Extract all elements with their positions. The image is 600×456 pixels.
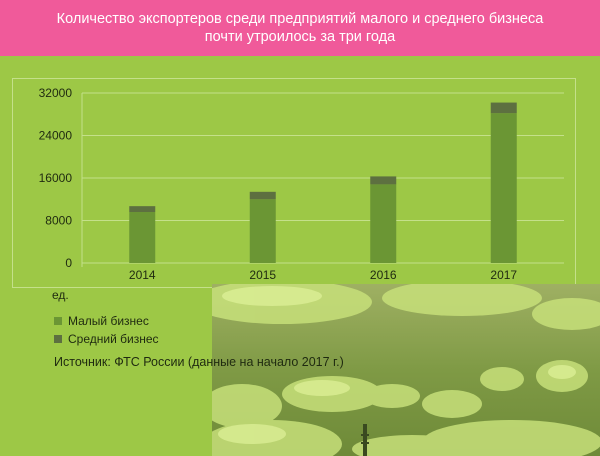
- bar-small-business: [129, 212, 156, 263]
- bar-chart: 0 8000 16000 24000 32000 2014 2015 2016 2017: [39, 86, 564, 282]
- unit-label: ед.: [52, 288, 69, 302]
- legend-label-medium: Средний бизнес: [68, 332, 159, 346]
- source-note: Источник: ФТС России (данные на начало 2…: [54, 355, 344, 369]
- y-tick-label: 32000: [39, 86, 73, 100]
- x-tick-label: 2016: [370, 268, 397, 282]
- y-tick-label: 24000: [39, 129, 73, 143]
- legend-label-small: Малый бизнес: [68, 314, 149, 328]
- bar-medium-business: [370, 176, 397, 185]
- legend-item-medium: Средний бизнес: [54, 332, 159, 346]
- bar-small-business: [490, 113, 517, 263]
- legend-item-small: Малый бизнес: [54, 314, 149, 328]
- title-line-1: Количество экспортеров среди предприятий…: [56, 11, 544, 27]
- y-tick-label: 8000: [45, 214, 72, 228]
- cloud-image: [212, 284, 600, 456]
- bar-medium-business: [490, 102, 517, 114]
- legend-swatch-medium: [54, 335, 62, 343]
- x-tick-label: 2014: [129, 268, 156, 282]
- sky-photo: [212, 284, 600, 456]
- bar-small-business: [370, 184, 397, 263]
- x-tick-label: 2015: [249, 268, 276, 282]
- bar-small-business: [249, 199, 276, 263]
- chart-title: Количество экспортеров среди предприятий…: [0, 0, 600, 56]
- x-tick-label: 2017: [490, 268, 517, 282]
- y-tick-label: 0: [65, 256, 72, 270]
- legend-swatch-small: [54, 317, 62, 325]
- bar-medium-business: [249, 191, 276, 200]
- title-line-2: почти утроилось за три года: [204, 29, 396, 45]
- bar-medium-business: [129, 206, 156, 212]
- y-tick-label: 16000: [39, 171, 73, 185]
